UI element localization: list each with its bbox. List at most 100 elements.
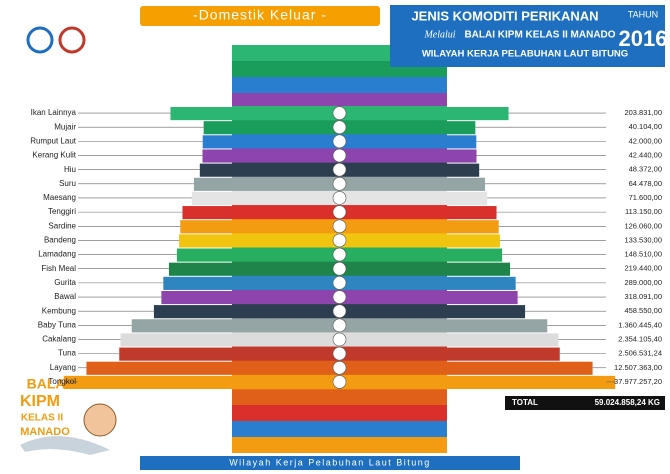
fish-icon <box>20 436 110 455</box>
fish-icon <box>332 233 347 248</box>
right-bar <box>447 305 526 319</box>
category-label: Cakalang <box>42 335 76 344</box>
left-bar <box>176 248 232 262</box>
title-box <box>390 5 665 67</box>
left-bar <box>170 107 232 121</box>
fish-icon <box>332 318 347 333</box>
fish-icon <box>332 219 347 234</box>
area: WILAYAH KERJA PELABUHAN LAUT BITUNG <box>422 49 628 60</box>
value-label: 203.831,00 <box>624 108 662 117</box>
left-bar <box>199 163 232 177</box>
value-label: 2.354.105,40 <box>618 334 662 343</box>
fish-icon <box>332 332 347 347</box>
logo-icon <box>26 26 54 54</box>
fish-icon <box>332 162 347 177</box>
title: JENIS KOMODITI PERIKANAN <box>411 8 598 23</box>
fish-icon <box>332 148 347 163</box>
category-label: Rumput Laut <box>30 136 77 145</box>
left-bar <box>63 375 232 389</box>
value-label: 1.360.445,40 <box>618 320 662 329</box>
value-label: 458.550,00 <box>624 306 662 315</box>
category-label: Tongkol <box>48 377 76 386</box>
left-bar <box>168 262 232 276</box>
via: Melalui <box>423 29 455 40</box>
logo-text: KIPM <box>20 393 60 410</box>
logo-text: BALAI <box>27 376 70 392</box>
org: BALAI KIPM KELAS II MANADO <box>464 30 615 41</box>
category-label: Ikan Lainnya <box>31 108 77 117</box>
left-bar <box>191 191 232 206</box>
total-value: 59.024.858,24 KG <box>595 398 660 407</box>
total-label: TOTAL <box>512 398 538 407</box>
category-label: Fish Meal <box>41 264 76 273</box>
fish-icon <box>332 205 347 219</box>
value-label: 113.150,00 <box>625 207 662 216</box>
decor-band <box>232 93 447 106</box>
fish-icon <box>332 120 347 135</box>
left-bar <box>179 234 232 248</box>
right-bar <box>447 206 497 220</box>
value-label: 42.440,00 <box>629 151 662 160</box>
value-label: 40.104,00 <box>629 122 662 131</box>
category-label: Kerang Kulit <box>32 151 76 160</box>
left-bar <box>153 305 232 319</box>
category-label: Suru <box>59 179 76 188</box>
fish-icon <box>332 346 347 361</box>
right-bar <box>447 135 477 149</box>
left-bar <box>203 121 232 135</box>
left-bar <box>119 347 232 361</box>
right-bar <box>447 262 511 276</box>
value-label: 2.506.531,24 <box>618 349 662 358</box>
fish-icon <box>332 177 347 191</box>
logo-text: KELAS II <box>21 413 63 424</box>
right-bar <box>447 107 509 121</box>
right-bar <box>447 375 616 389</box>
right-bar <box>447 234 500 248</box>
decor-band <box>232 421 447 437</box>
value-label: 289.000,00 <box>624 278 662 287</box>
left-bar <box>120 333 232 347</box>
category-label: Layang <box>50 363 76 372</box>
left-bar <box>131 319 232 333</box>
left-bar <box>163 276 232 290</box>
value-label: 126.060,00 <box>624 221 662 230</box>
category-label: Sardine <box>48 221 76 230</box>
mascot <box>83 403 117 437</box>
category-label: Gurita <box>54 278 76 287</box>
right-bar <box>447 163 480 177</box>
decor-band <box>232 437 447 453</box>
category-label: Baby Tuna <box>38 320 77 329</box>
right-bar <box>447 149 477 163</box>
fish-icon <box>332 106 347 120</box>
category-label: Maesang <box>43 193 76 202</box>
value-label: 71.600,00 <box>629 193 662 202</box>
year: 2016 <box>619 26 668 51</box>
fish-icon <box>332 304 347 318</box>
left-bar <box>180 220 232 234</box>
right-bar <box>447 276 516 290</box>
right-bar <box>447 290 518 305</box>
left-bar <box>161 290 232 305</box>
fish-icon <box>332 276 347 290</box>
value-label: 133.530,00 <box>624 235 662 244</box>
fish-icon <box>332 360 347 375</box>
left-bar <box>86 361 232 375</box>
category-label: Lamadang <box>38 250 76 259</box>
total-box <box>505 396 665 410</box>
category-label: Bandeng <box>44 236 76 245</box>
fish-icon <box>332 290 347 304</box>
value-label: 12.507.363,00 <box>614 363 662 372</box>
right-bar <box>447 361 593 375</box>
decor-band <box>232 77 447 93</box>
right-bar <box>447 319 548 333</box>
category-label: Hiu <box>64 165 76 174</box>
fish-icon <box>332 191 347 205</box>
fish-icon <box>332 247 347 262</box>
category-label: Mujair <box>54 122 76 131</box>
right-bar <box>447 248 503 262</box>
right-bar <box>447 191 488 206</box>
logo-icon <box>58 26 86 54</box>
right-bar <box>447 177 486 191</box>
left-bar <box>193 177 232 191</box>
category-label: Bawal <box>54 292 76 301</box>
